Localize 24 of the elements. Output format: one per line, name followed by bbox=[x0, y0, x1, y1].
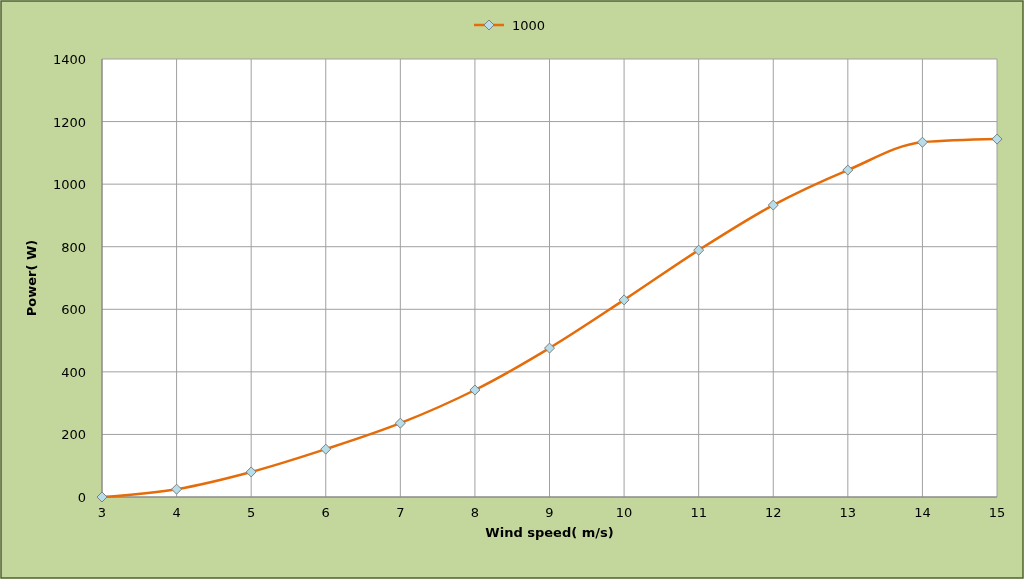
x-tick-label: 14 bbox=[914, 505, 931, 520]
x-tick-label: 11 bbox=[690, 505, 707, 520]
y-tick-label: 400 bbox=[61, 364, 86, 380]
y-tick-label: 600 bbox=[61, 302, 86, 318]
x-tick-label: 6 bbox=[321, 505, 330, 520]
x-tick-label: 7 bbox=[396, 505, 405, 520]
x-tick-label: 3 bbox=[97, 505, 107, 520]
x-tick-label: 8 bbox=[470, 505, 480, 520]
x-tick-label: 4 bbox=[172, 505, 181, 520]
y-tick-label: 800 bbox=[61, 239, 86, 255]
y-tick-label: 200 bbox=[61, 427, 86, 443]
y-tick-label: 1200 bbox=[52, 114, 86, 130]
y-tick-label: 0 bbox=[77, 490, 86, 505]
x-tick-label: 9 bbox=[545, 505, 554, 520]
x-tick-label: 13 bbox=[839, 505, 857, 520]
y-axis-title: Power( W) bbox=[24, 239, 39, 317]
x-tick-label: 15 bbox=[988, 505, 1006, 520]
x-tick-label: 12 bbox=[764, 505, 782, 520]
legend-label: 1000 bbox=[512, 18, 546, 33]
y-tick-label: 1000 bbox=[52, 177, 86, 193]
x-tick-label: 10 bbox=[615, 505, 633, 520]
x-tick-label: 5 bbox=[247, 505, 256, 520]
y-tick-label: 1400 bbox=[52, 52, 86, 67]
x-axis-title: Wind speed( m/s) bbox=[485, 525, 614, 540]
